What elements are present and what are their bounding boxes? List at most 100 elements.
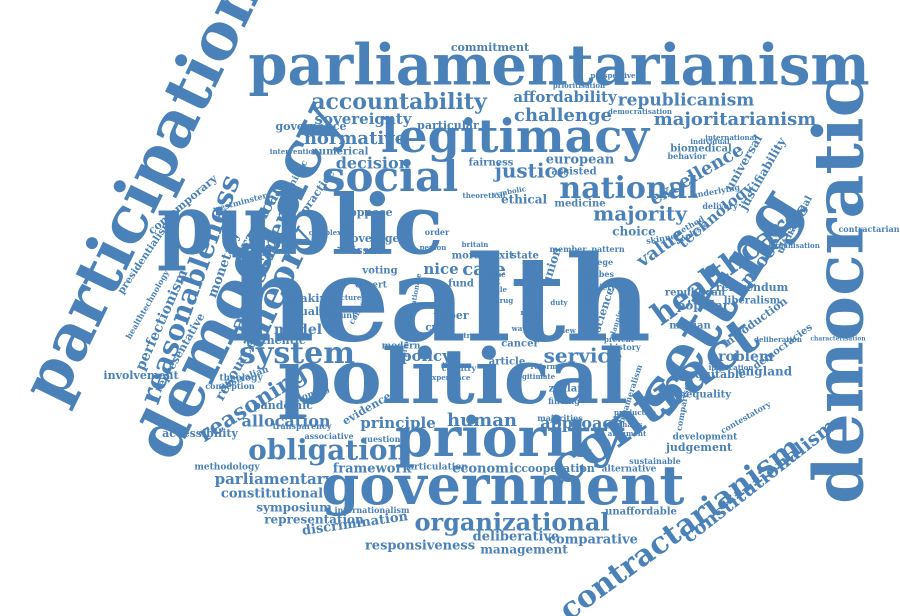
cloud-word-affordability: affordability [513, 88, 618, 106]
cloud-word-order: order [425, 227, 450, 237]
cloud-word-median: median [669, 321, 711, 332]
cloud-word-challenge: challenge [514, 105, 612, 126]
cloud-word-commitment: commitment [451, 41, 530, 54]
cloud-word-choice: choice [612, 225, 656, 239]
cloud-word-assisted: assisted [551, 167, 596, 178]
cloud-word-social: social [322, 152, 458, 201]
cloud-word-state: state [511, 251, 539, 262]
cloud-word-parliamentarianism: parliamentarianism [248, 33, 869, 99]
cloud-word-desert: desert [355, 281, 388, 291]
cloud-word-numerical: numerical [312, 147, 369, 158]
cloud-word-experience: experience [428, 373, 471, 382]
cloud-word-symposium: symposium [256, 501, 332, 515]
cloud-word-majority: majority [593, 202, 688, 226]
cloud-word-system: system [239, 336, 355, 371]
cloud-word-accessibility: accessibility [162, 427, 238, 440]
cloud-word-human: human [447, 410, 517, 431]
cloud-word-democratic: democratic [800, 76, 880, 504]
cloud-word-obligation: obligation [248, 434, 408, 467]
cloud-word-national: national [559, 171, 698, 206]
cloud-word-ethical: ethical [501, 193, 548, 207]
cloud-word-fairness: fairness [469, 158, 514, 169]
cloud-word-nice: nice [423, 260, 458, 278]
cloud-word-internationalism: internationalism [335, 505, 411, 515]
cloud-word-contestatory: contestatory [719, 399, 773, 436]
cloud-word-deliberation: deliberation [754, 335, 802, 344]
cloud-word-zealand: zealand [548, 384, 591, 395]
cloud-word-article: article [489, 357, 525, 368]
cloud-word-cancer: cancer [501, 339, 539, 350]
cloud-word-policy: policy [401, 347, 452, 365]
cloud-word-argument: argument [608, 429, 647, 438]
cloud-word-cooperation: cooperation [521, 462, 595, 475]
cloud-word-view: view [557, 326, 576, 335]
cloud-word-need: need [521, 308, 540, 317]
cloud-word-liberalism: liberalism [724, 296, 781, 307]
cloud-word-complex: complex [309, 228, 342, 237]
cloud-word-person: person [420, 243, 447, 252]
cloud-word-authentic: authentic [246, 334, 305, 347]
cloud-word-particular: particular [417, 119, 479, 132]
cloud-word-theology: theology [219, 374, 263, 384]
cloud-word-biomedical: biomedical [670, 144, 732, 155]
cloud-word-way: way [511, 324, 528, 333]
cloud-word-management: management [480, 543, 568, 557]
cloud-word-hobbes: hobbes [582, 269, 614, 279]
cloud-word-moral: moral [452, 251, 485, 262]
cloud-word-individual: individual [690, 137, 730, 146]
cloud-word-representation: representation [264, 513, 364, 527]
cloud-word-implication: implication [709, 363, 754, 372]
cloud-word-referendum: referendum [716, 281, 789, 294]
cloud-word-sustainable: sustainable [629, 456, 680, 466]
cloud-word-problem: problem [708, 349, 774, 365]
cloud-word-oppose: oppose [349, 206, 392, 219]
cloud-word-pandemic: pandemic [253, 399, 313, 412]
cloud-word-history: history [609, 342, 641, 352]
cloud-word-finding: finding [548, 396, 580, 406]
cloud-word-normative: normative [304, 128, 406, 149]
cloud-word-rule: rule [491, 285, 507, 294]
cloud-word-majoritarianism: majoritarianism [654, 109, 817, 130]
cloud-word-equality: equality [285, 305, 335, 318]
cloud-word-college: college [581, 257, 613, 267]
cloud-word-emphasis: emphasis [606, 420, 643, 429]
cloud-word-allocation: allocation [241, 412, 330, 431]
cloud-word-governance: governance [275, 120, 346, 133]
cloud-word-involvement: involvement [103, 369, 179, 382]
cloud-word-sovereignty: sovereignty [315, 110, 413, 128]
cloud-word-public: public [157, 177, 444, 273]
cloud-word-health: health [229, 230, 651, 369]
cloud-word-accountability: accountability [311, 89, 488, 115]
cloud-word-characterisation: characterisation [810, 336, 866, 343]
cloud-word-productive: productive [614, 408, 656, 417]
cloud-word-judgement: judgement [665, 441, 733, 454]
cloud-word-member: member [550, 244, 588, 254]
cloud-word-economic: economic [452, 462, 522, 477]
cloud-word-structure: structure [325, 293, 362, 302]
cloud-word-decision: decision [336, 154, 411, 173]
cloud-word-methodology: methodology [194, 463, 260, 473]
cloud-word-prioritisation: prioritisation [553, 81, 605, 90]
cloud-word-popular: popular [677, 299, 730, 313]
cloud-word-behavior: behavior [668, 151, 708, 161]
cloud-word-paper: paper [433, 309, 469, 322]
cloud-word-inequality: inequality [675, 390, 732, 401]
cloud-word-republicanism: republicanism [618, 91, 755, 111]
cloud-word-service: service [544, 344, 623, 368]
cloud-word-britain: britain [462, 240, 489, 249]
cloud-word-alternative: alternative [602, 465, 657, 475]
cloud-word-cross: cross [425, 323, 455, 334]
cloud-word-deliberative: deliberative [473, 530, 560, 545]
cloud-word-theoretical: theoretical [463, 191, 506, 200]
cloud-word-contractarian: contractarian [838, 224, 899, 234]
cloud-word-equitable: equitable [688, 368, 746, 381]
cloud-word-delivery: delivery [702, 201, 738, 211]
cloud-word-society: society [584, 282, 616, 292]
cloud-word-comparative: comparative [548, 533, 638, 548]
cloud-word-transparency: transparency [273, 421, 332, 431]
cloud-word-issue: issue [352, 244, 384, 257]
cloud-word-intervention: intervention [270, 147, 318, 156]
cloud-word-development: development [673, 433, 738, 443]
cloud-word-unaffordable: unaffordable [605, 507, 677, 518]
cloud-word-political: political [278, 332, 628, 421]
